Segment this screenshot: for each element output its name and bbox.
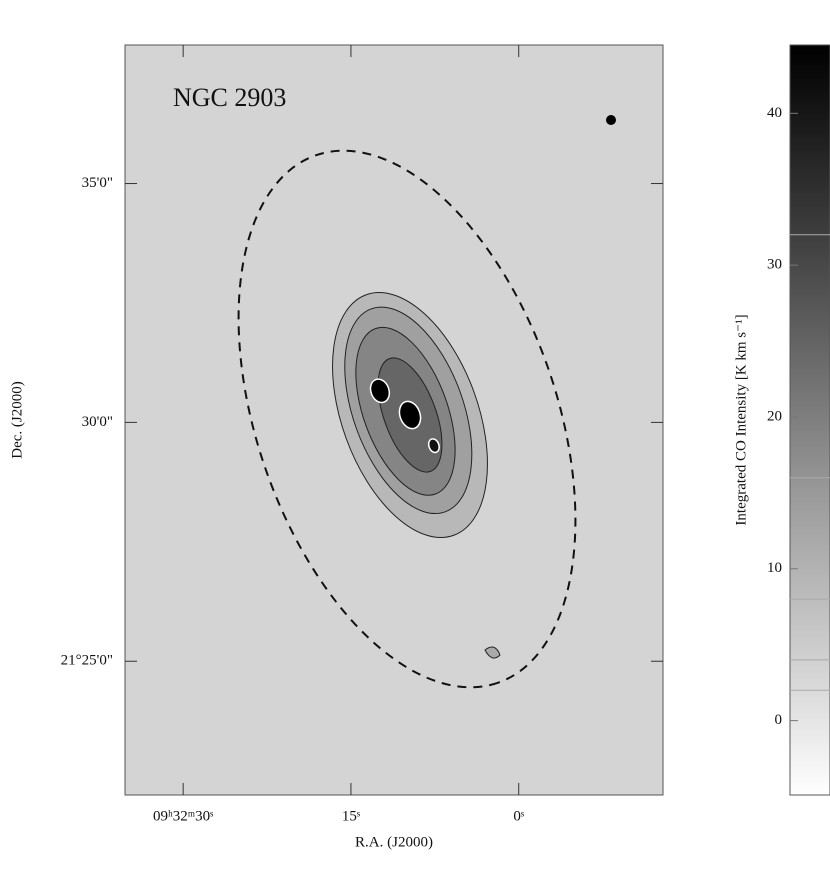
y-tick-label: 21°25'0" [61, 653, 113, 669]
x-tick-label: 09ʰ32ᵐ30ˢ [153, 808, 213, 824]
colorbar-tick-label: 0 [775, 712, 783, 728]
colorbar-tick-label: 40 [767, 105, 782, 121]
colorbar-tick-label: 30 [767, 257, 782, 273]
beam [606, 115, 616, 125]
colorbar-label: Integrated CO Intensity [K km s⁻¹] [733, 314, 749, 525]
y-tick-label: 35'0" [82, 175, 113, 191]
y-tick-label: 30'0" [82, 414, 113, 430]
x-axis-label: R.A. (J2000) [355, 834, 433, 850]
galaxy-emission [332, 291, 488, 539]
colorbar-tick-label: 20 [767, 408, 782, 424]
x-tick-label: 0ˢ [513, 808, 524, 824]
y-axis-label: Dec. (J2000) [9, 381, 25, 458]
colorbar-tick-label: 10 [767, 560, 782, 576]
emission-patch [484, 646, 501, 659]
colorbar [789, 44, 830, 796]
x-tick-label: 15ˢ [342, 808, 360, 824]
optical-ellipse [237, 149, 577, 689]
chart-title: NGC 2903 [173, 83, 286, 112]
